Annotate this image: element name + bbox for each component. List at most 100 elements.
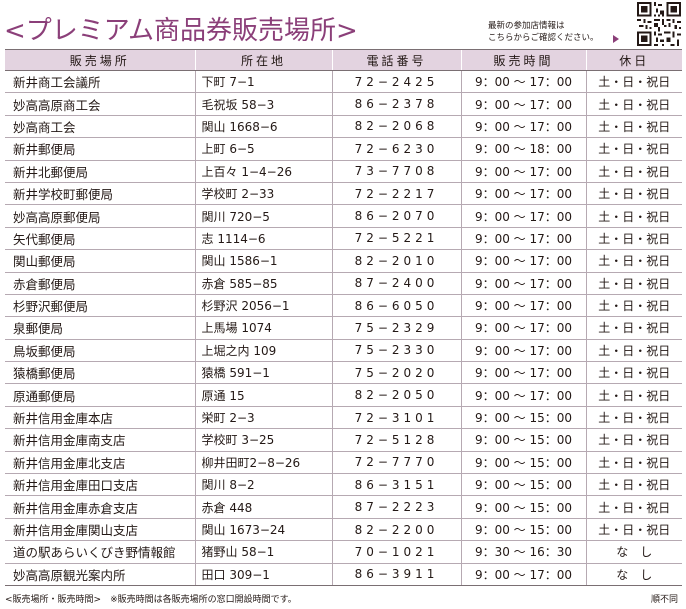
location-cell: 妙高高原郵便局 — [5, 204, 195, 228]
table-row: 鳥坂郵便局 上堀之内 109 75−2330 9：00 〜 17：00 土・日・祝日 — [5, 339, 682, 363]
holiday-cell: 土・日・祝日 — [585, 249, 682, 273]
table-row: 泉郵便局 上馬場 1074 75−2329 9：00 〜 17：00 土・日・祝日 — [5, 316, 682, 340]
hours-cell: 9：00 〜 15：00 — [460, 428, 586, 452]
holiday-cell: な し — [585, 540, 682, 564]
address-cell: 赤倉 585−85 — [194, 272, 332, 295]
holiday-cell: 土・日・祝日 — [585, 92, 682, 116]
note-line-2: こちらからご確認ください。 — [488, 33, 599, 43]
column-header-address: 所在地 — [194, 49, 332, 71]
hours-cell: 9：00 〜 17：00 — [460, 383, 586, 407]
hours-cell: 9：00 〜 17：00 — [460, 115, 586, 139]
hours-cell: 9：30 〜 16：30 — [460, 540, 586, 564]
column-header-location: 販売場所 — [5, 49, 195, 71]
table-row: 新井北郵便局 上百々 1−4−26 73−7708 9：00 〜 17：00 土・日・祝… — [5, 160, 682, 183]
table-row: 新井信用金庫赤倉支店 赤倉 448 87−2223 9：00 〜 15：00 土・日・祝… — [5, 495, 682, 519]
phone-cell: 75−2329 — [331, 316, 461, 340]
table-row: 妙高高原郵便局 関川 720−5 86−2070 9：00 〜 17：00 土・日・祝日 — [5, 204, 682, 228]
holiday-cell: 土・日・祝日 — [585, 451, 682, 475]
address-cell: 赤倉 448 — [194, 495, 332, 519]
holiday-cell: 土・日・祝日 — [585, 294, 682, 318]
phone-cell: 72−6230 — [331, 137, 461, 161]
hours-cell: 9：00 〜 17：00 — [460, 160, 586, 183]
holiday-cell: 土・日・祝日 — [585, 406, 682, 430]
phone-cell: 70−1021 — [331, 540, 461, 564]
footer-note: <販売場所・販売時間> ※販売時間は各販売場所の窓口開設時間です。 — [5, 595, 297, 605]
holiday-cell: 土・日・祝日 — [585, 204, 682, 228]
holiday-cell: 土・日・祝日 — [585, 383, 682, 407]
table-header-row: 販売場所 所在地 電話番号 販売時間 休日 — [5, 49, 682, 71]
address-cell: 関川 720−5 — [194, 204, 332, 228]
holiday-cell: 土・日・祝日 — [585, 361, 682, 385]
location-cell: 新井信用金庫北支店 — [5, 451, 195, 475]
phone-cell: 86−6050 — [331, 294, 461, 318]
location-cell: 鳥坂郵便局 — [5, 339, 195, 363]
table-row: 妙高商工会 関山 1668−6 82−2068 9：00 〜 17：00 土・日・祝日 — [5, 115, 682, 139]
qr-code-icon[interactable] — [637, 2, 681, 46]
location-cell: 矢代郵便局 — [5, 227, 195, 251]
phone-cell: 72−5128 — [331, 428, 461, 452]
hours-cell: 9：00 〜 17：00 — [460, 249, 586, 273]
table-row: 新井信用金庫北支店 柳井田町2−8−26 72−7770 9：00 〜 15：00 土・… — [5, 451, 682, 475]
address-cell: 関山 1586−1 — [194, 249, 332, 273]
column-header-holiday: 休日 — [585, 49, 682, 71]
phone-cell: 82−2068 — [331, 115, 461, 139]
address-cell: 原通 15 — [194, 383, 332, 407]
location-cell: 妙高商工会 — [5, 115, 195, 139]
address-cell: 下町 7−1 — [194, 70, 332, 94]
table-row: 新井郵便局 上町 6−5 72−6230 9：00 〜 18：00 土・日・祝日 — [5, 137, 682, 161]
column-header-phone: 電話番号 — [331, 49, 461, 71]
table-row: 新井信用金庫本店 栄町 2−3 72−3101 9：00 〜 15：00 土・日・祝日 — [5, 406, 682, 430]
hours-cell: 9：00 〜 18：00 — [460, 137, 586, 161]
sales-locations-table: 販売場所 所在地 電話番号 販売時間 休日 新井商工会議所 下町 7−1 72−24… — [5, 49, 682, 586]
hours-cell: 9：00 〜 17：00 — [460, 70, 586, 94]
location-cell: 関山郵便局 — [5, 249, 195, 273]
phone-cell: 87−2400 — [331, 272, 461, 295]
address-cell: 学校町 2−33 — [194, 182, 332, 206]
hours-cell: 9：00 〜 17：00 — [460, 227, 586, 251]
phone-cell: 82−2050 — [331, 383, 461, 407]
location-cell: 猿橋郵便局 — [5, 361, 195, 385]
arrow-right-icon — [613, 35, 619, 43]
table-row: 妙高高原観光案内所 田口 309−1 86−3911 9：00 〜 17：00 な し — [5, 563, 682, 586]
table-row: 杉野沢郵便局 杉野沢 2056−1 86−6050 9：00 〜 17：00 土・日・祝… — [5, 294, 682, 318]
location-cell: 新井信用金庫関山支店 — [5, 518, 195, 542]
table-row: 新井信用金庫田口支店 関川 8−2 86−3151 9：00 〜 15：00 土・日・祝… — [5, 473, 682, 497]
phone-cell: 75−2020 — [331, 361, 461, 385]
table-row: 新井信用金庫関山支店 関山 1673−24 82−2200 9：00 〜 15：00 土… — [5, 518, 682, 542]
location-cell: 新井信用金庫赤倉支店 — [5, 495, 195, 519]
address-cell: 杉野沢 2056−1 — [194, 294, 332, 318]
holiday-cell: 土・日・祝日 — [585, 473, 682, 497]
location-cell: 新井郵便局 — [5, 137, 195, 161]
table-row: 関山郵便局 関山 1586−1 82−2010 9：00 〜 17：00 土・日・祝日 — [5, 249, 682, 273]
address-cell: 志 1114−6 — [194, 227, 332, 251]
location-cell: 新井北郵便局 — [5, 160, 195, 183]
holiday-cell: 土・日・祝日 — [585, 182, 682, 206]
phone-cell: 72−7770 — [331, 451, 461, 475]
hours-cell: 9：00 〜 17：00 — [460, 182, 586, 206]
table-row: 新井信用金庫南支店 学校町 3−25 72−5128 9：00 〜 15：00 土・日・… — [5, 428, 682, 452]
address-cell: 栄町 2−3 — [194, 406, 332, 430]
hours-cell: 9：00 〜 15：00 — [460, 451, 586, 475]
location-cell: 新井商工会議所 — [5, 70, 195, 94]
location-cell: 泉郵便局 — [5, 316, 195, 340]
phone-cell: 86−3151 — [331, 473, 461, 497]
hours-cell: 9：00 〜 15：00 — [460, 406, 586, 430]
phone-cell: 75−2330 — [331, 339, 461, 363]
address-cell: 毛祝坂 58−3 — [194, 92, 332, 116]
holiday-cell: 土・日・祝日 — [585, 160, 682, 183]
page-title: <プレミアム商品券販売場所> — [4, 16, 358, 46]
location-cell: 新井信用金庫本店 — [5, 406, 195, 430]
holiday-cell: 土・日・祝日 — [585, 428, 682, 452]
location-cell: 赤倉郵便局 — [5, 272, 195, 295]
holiday-cell: 土・日・祝日 — [585, 495, 682, 519]
hours-cell: 9：00 〜 17：00 — [460, 563, 586, 586]
hours-cell: 9：00 〜 17：00 — [460, 339, 586, 363]
phone-cell: 72−5221 — [331, 227, 461, 251]
phone-cell: 73−7708 — [331, 160, 461, 183]
holiday-cell: 土・日・祝日 — [585, 115, 682, 139]
location-cell: 妙高高原観光案内所 — [5, 563, 195, 586]
hours-cell: 9：00 〜 17：00 — [460, 294, 586, 318]
address-cell: 学校町 3−25 — [194, 428, 332, 452]
address-cell: 上百々 1−4−26 — [194, 160, 332, 183]
phone-cell: 87−2223 — [331, 495, 461, 519]
